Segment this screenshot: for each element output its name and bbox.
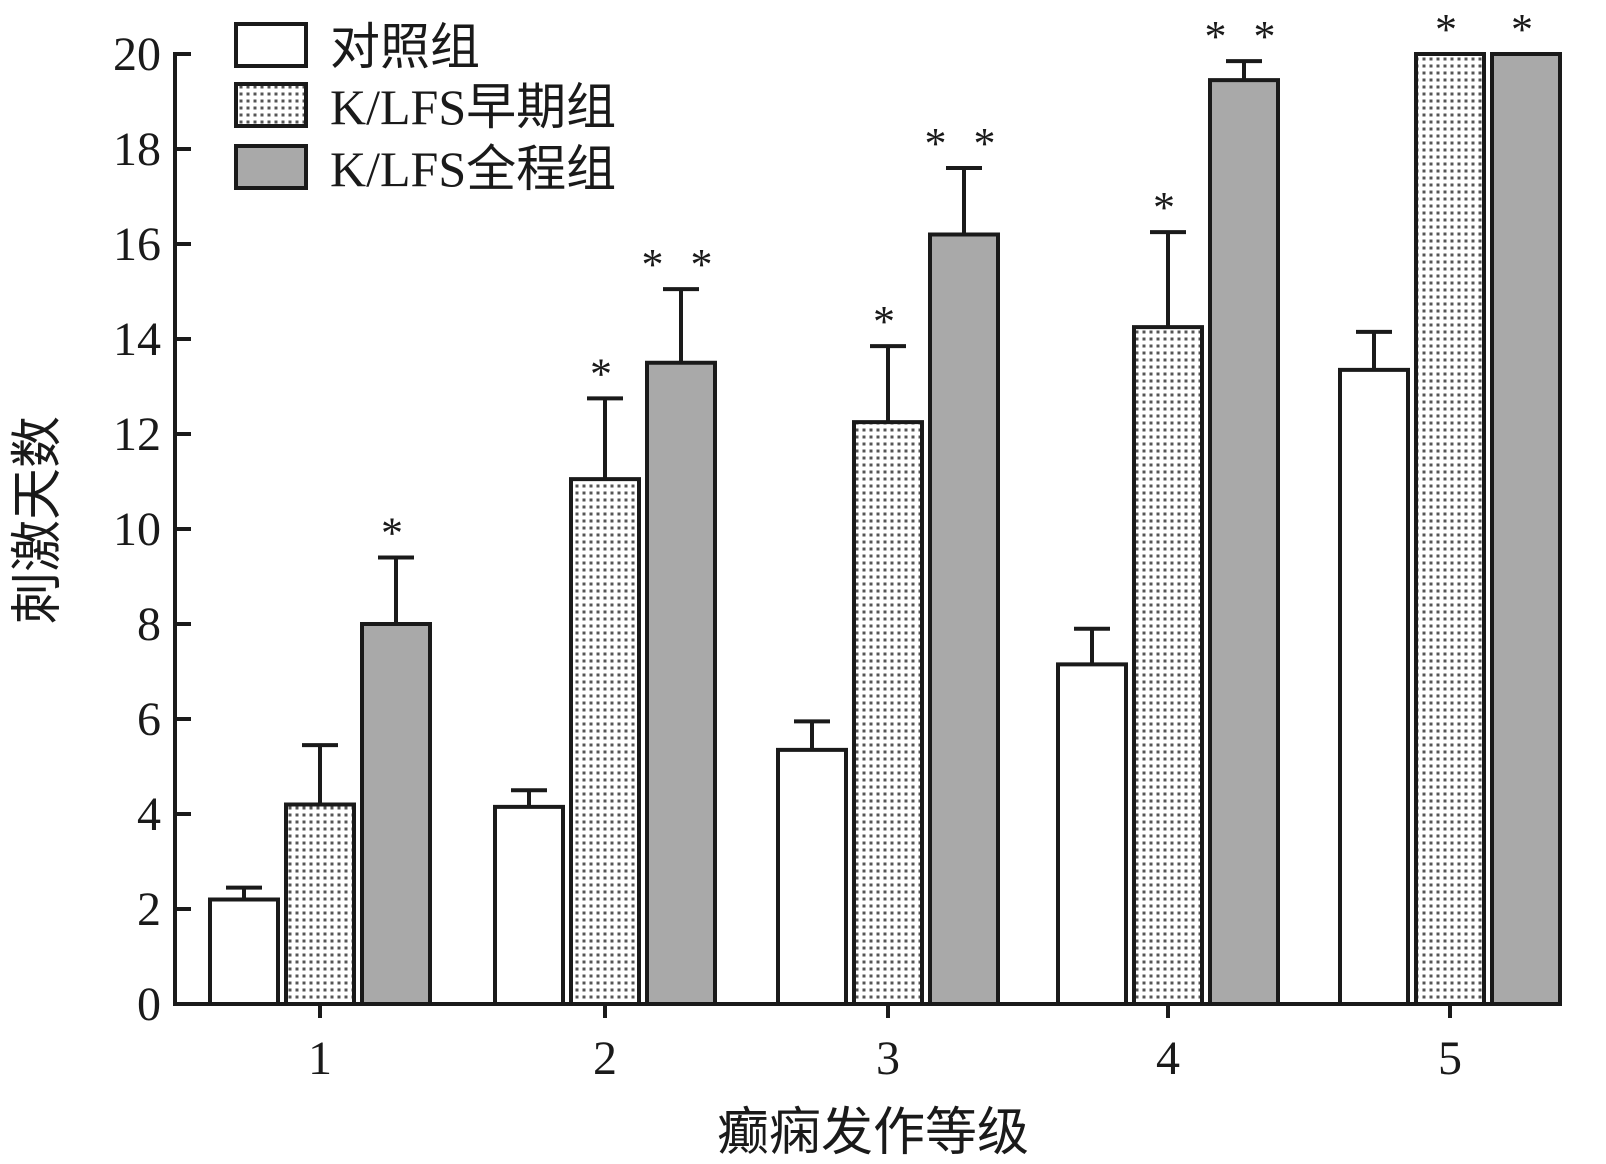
y-axis-title: 刺激天数 xyxy=(10,416,67,624)
legend-label-series1: 对照组 xyxy=(330,19,480,75)
significance-mark-series2-grade4: * xyxy=(1153,183,1183,232)
significance-mark-series2-grade2: * xyxy=(590,349,620,398)
significance-layer: * * * * * * * * * * * * xyxy=(381,5,1541,558)
bars-layer xyxy=(208,52,1562,1006)
significance-mark-series3-grade2: * * xyxy=(642,240,721,289)
legend-swatch-series2 xyxy=(234,82,308,128)
legend-label-series2: K/LFS早期组 xyxy=(330,79,616,135)
bar-series2-grade5 xyxy=(1414,52,1486,1006)
bar-series1-grade3 xyxy=(776,747,848,1006)
bar-series3-grade1 xyxy=(360,622,432,1006)
y-tick-label-8: 8 xyxy=(137,598,161,651)
x-axis-ticks: 1 2 3 4 5 xyxy=(308,1004,1462,1085)
y-tick-label-2: 2 xyxy=(137,883,161,936)
bar-series1-grade2 xyxy=(493,804,565,1006)
bar-series1-grade1 xyxy=(208,897,280,1006)
significance-mark-series3-grade4: * * xyxy=(1205,12,1284,61)
x-tick-label-3: 3 xyxy=(876,1032,900,1085)
x-axis-title: 癫痫发作等级 xyxy=(717,1105,1029,1162)
x-tick-label-4: 4 xyxy=(1156,1032,1180,1085)
bar-series3-grade3 xyxy=(928,232,1000,1006)
significance-mark-series2-grade5: * xyxy=(1435,5,1465,54)
bar-series3-grade4 xyxy=(1208,78,1280,1006)
y-tick-label-6: 6 xyxy=(137,693,161,746)
bar-series3-grade2 xyxy=(645,360,717,1006)
y-tick-label-18: 18 xyxy=(113,123,161,176)
significance-mark-series3-grade1: * xyxy=(381,509,411,558)
bar-series2-grade4 xyxy=(1132,325,1204,1006)
y-axis-ticks: 0 2 4 6 8 10 12 14 16 18 20 xyxy=(113,28,191,1031)
x-tick-label-1: 1 xyxy=(308,1032,332,1085)
significance-mark-series2-grade3: * xyxy=(873,297,903,346)
x-tick-label-2: 2 xyxy=(593,1032,617,1085)
y-tick-label-12: 12 xyxy=(113,408,161,461)
y-tick-label-14: 14 xyxy=(113,313,161,366)
y-tick-label-10: 10 xyxy=(113,503,161,556)
error-bars-layer xyxy=(226,59,1392,900)
y-tick-label-20: 20 xyxy=(113,28,161,81)
y-tick-label-0: 0 xyxy=(137,978,161,1031)
bar-series1-grade4 xyxy=(1056,662,1128,1006)
y-tick-label-16: 16 xyxy=(113,218,161,271)
significance-mark-series3-grade5: * xyxy=(1511,5,1541,54)
bar-series1-grade5 xyxy=(1338,367,1410,1006)
legend-swatch-series1 xyxy=(234,22,308,68)
legend-label-series3: K/LFS全程组 xyxy=(330,141,616,197)
x-tick-label-5: 5 xyxy=(1438,1032,1462,1085)
bar-series2-grade2 xyxy=(569,477,641,1006)
bar-series2-grade3 xyxy=(852,420,924,1006)
legend-swatch-series3 xyxy=(234,144,308,190)
y-tick-label-4: 4 xyxy=(137,788,161,841)
bar-series2-grade1 xyxy=(284,802,356,1006)
significance-mark-series3-grade3: * * xyxy=(925,119,1004,168)
bar-series3-grade5 xyxy=(1490,52,1562,1006)
